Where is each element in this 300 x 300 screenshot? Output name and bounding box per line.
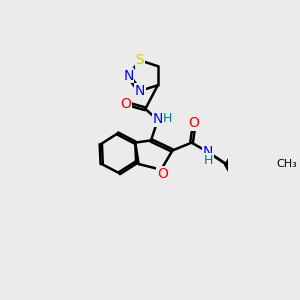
Text: S: S bbox=[135, 53, 144, 67]
Text: H: H bbox=[204, 154, 213, 167]
Text: H: H bbox=[163, 112, 172, 125]
Text: O: O bbox=[120, 98, 131, 111]
Text: N: N bbox=[123, 69, 134, 83]
Text: O: O bbox=[157, 167, 168, 181]
Text: O: O bbox=[188, 116, 199, 130]
Text: CH₃: CH₃ bbox=[276, 159, 297, 169]
Text: N: N bbox=[134, 84, 145, 98]
Text: N: N bbox=[202, 145, 213, 159]
Text: N: N bbox=[153, 112, 164, 126]
